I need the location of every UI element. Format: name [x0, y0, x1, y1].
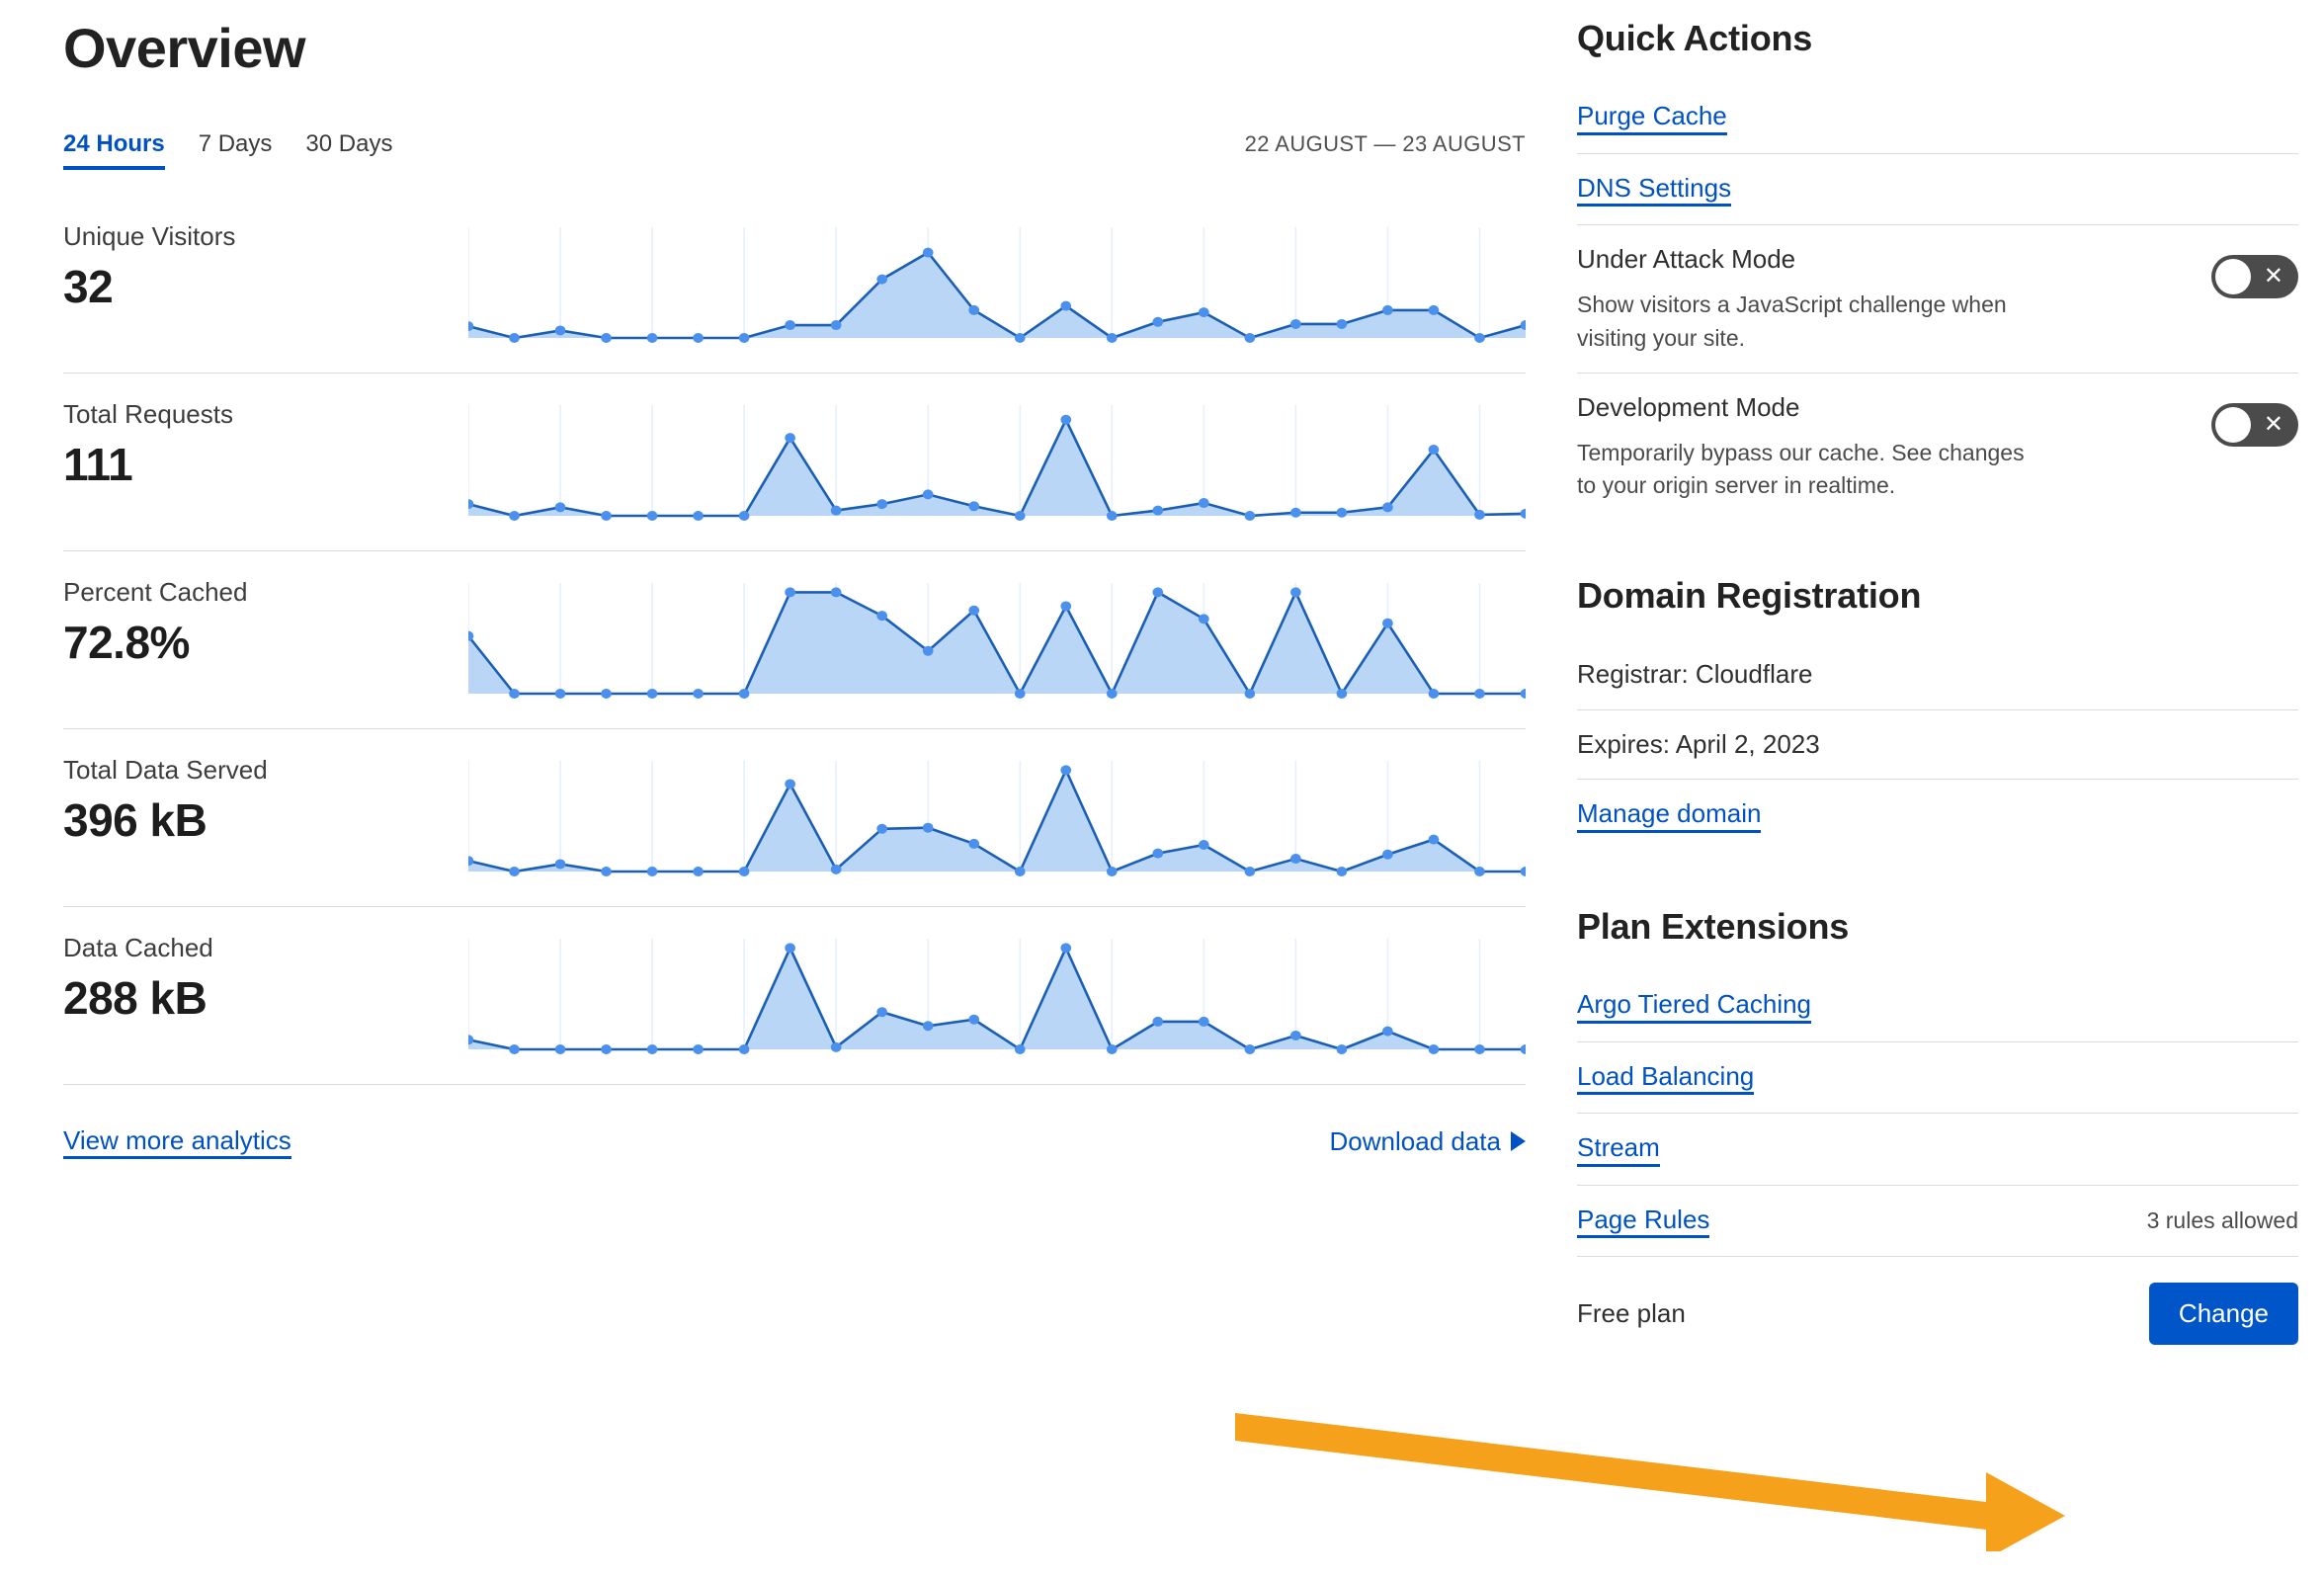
load-balancing-link[interactable]: Load Balancing	[1577, 1060, 1755, 1096]
current-plan-label: Free plan	[1577, 1297, 1686, 1328]
quick-action-dns-settings[interactable]: DNS Settings	[1577, 154, 2298, 226]
manage-domain-link[interactable]: Manage domain	[1577, 797, 1762, 833]
sidebar-panel: Quick Actions Purge Cache DNS Settings U…	[1551, 0, 2324, 1579]
analytics-panel: Overview 24 Hours 7 Days 30 Days 22 AUGU…	[63, 17, 1551, 1160]
plan-extension-load-balancing[interactable]: Load Balancing	[1577, 1042, 2298, 1115]
tab-30-days[interactable]: 30 Days	[305, 129, 393, 157]
page-rules-allowance: 3 rules allowed	[2146, 1206, 2298, 1233]
development-mode-description: Temporarily bypass our cache. See change…	[1577, 439, 2025, 499]
plan-footer: Free plan Change	[1577, 1257, 2298, 1346]
under-attack-mode-text: Under Attack Mode Show visitors a JavaSc…	[1577, 243, 2192, 354]
metrics-list: Unique Visitors 32 Total Requests 111 Pe…	[63, 196, 1551, 1085]
page-title: Overview	[63, 17, 306, 79]
metric-row-data-cached: Data Cached 288 kB	[63, 907, 1526, 1085]
argo-tiered-caching-link[interactable]: Argo Tiered Caching	[1577, 988, 1812, 1024]
toggle-knob	[2215, 259, 2251, 295]
quick-action-purge-cache[interactable]: Purge Cache	[1577, 82, 2298, 154]
tab-24-hours[interactable]: 24 Hours	[63, 130, 165, 170]
metric-value: 32	[63, 260, 114, 312]
development-mode-label: Development Mode	[1577, 391, 1800, 422]
plan-extension-stream[interactable]: Stream	[1577, 1114, 2298, 1186]
registrar-row: Registrar: Cloudflare	[1577, 640, 2298, 710]
manage-domain-row[interactable]: Manage domain	[1577, 780, 2298, 851]
expires-value: Expires: April 2, 2023	[1577, 728, 1820, 759]
toggle-knob	[2215, 406, 2251, 443]
sparkline-total-requests	[468, 395, 1526, 529]
metric-row-total-requests: Total Requests 111	[63, 374, 1526, 551]
metric-value: 111	[63, 438, 133, 490]
metric-value: 396 kB	[63, 793, 208, 846]
quick-actions-list: Purge Cache DNS Settings Under Attack Mo…	[1577, 82, 2298, 520]
metric-value: 72.8%	[63, 616, 190, 668]
metric-row-unique-visitors: Unique Visitors 32	[63, 196, 1526, 374]
x-icon: ✕	[2263, 410, 2283, 438]
tab-7-days[interactable]: 7 Days	[198, 129, 273, 157]
quick-actions-title: Quick Actions	[1577, 18, 1813, 58]
metric-label-box: Data Cached 288 kB	[63, 929, 468, 1024]
registrar-value: Registrar: Cloudflare	[1577, 658, 1813, 689]
metric-label-box: Total Data Served 396 kB	[63, 751, 468, 846]
purge-cache-link[interactable]: Purge Cache	[1577, 100, 1727, 135]
sparkline-total-data-served	[468, 751, 1526, 884]
development-mode-text: Development Mode Temporarily bypass our …	[1577, 391, 2192, 502]
plan-extension-page-rules[interactable]: Page Rules 3 rules allowed	[1577, 1186, 2298, 1258]
dns-settings-link[interactable]: DNS Settings	[1577, 172, 1732, 208]
plan-extensions-title: Plan Extensions	[1577, 905, 1850, 947]
sparkline-unique-visitors	[468, 217, 1526, 351]
expires-row: Expires: April 2, 2023	[1577, 710, 2298, 781]
download-data-label: Download data	[1329, 1125, 1501, 1156]
plan-extension-argo-tiered-caching[interactable]: Argo Tiered Caching	[1577, 970, 2298, 1042]
date-range-label: 22 AUGUST — 23 AUGUST	[1244, 130, 1526, 156]
metric-row-total-data-served: Total Data Served 396 kB	[63, 729, 1526, 907]
play-triangle-icon	[1511, 1131, 1526, 1152]
metric-label: Unique Visitors	[63, 220, 236, 251]
time-range-tabs: 24 Hours 7 Days 30 Days	[63, 130, 392, 170]
metric-value: 288 kB	[63, 971, 208, 1024]
x-icon: ✕	[2263, 263, 2283, 291]
plan-extensions-list: Argo Tiered Caching Load Balancing Strea…	[1577, 970, 2298, 1258]
sparkline-data-cached	[468, 929, 1526, 1062]
tabs-row: 24 Hours 7 Days 30 Days 22 AUGUST — 23 A…	[63, 130, 1551, 170]
domain-registration-list: Registrar: Cloudflare Expires: April 2, …	[1577, 640, 2298, 851]
change-button[interactable]: Change	[2148, 1283, 2298, 1346]
stream-link[interactable]: Stream	[1577, 1131, 1660, 1167]
metric-label-box: Percent Cached 72.8%	[63, 573, 468, 668]
quick-action-development-mode: Development Mode Temporarily bypass our …	[1577, 374, 2298, 520]
under-attack-mode-label: Under Attack Mode	[1577, 244, 1796, 275]
view-more-analytics-link[interactable]: View more analytics	[63, 1124, 291, 1160]
page-rules-link[interactable]: Page Rules	[1577, 1204, 1710, 1239]
quick-action-under-attack-mode: Under Attack Mode Show visitors a JavaSc…	[1577, 225, 2298, 374]
metric-label: Data Cached	[63, 932, 213, 962]
under-attack-mode-toggle[interactable]: ✕	[2211, 255, 2298, 299]
metric-row-percent-cached: Percent Cached 72.8%	[63, 551, 1526, 729]
sparkline-percent-cached	[468, 573, 1526, 706]
under-attack-mode-description: Show visitors a JavaScript challenge whe…	[1577, 291, 2007, 351]
analytics-footer-links: View more analytics Download data	[63, 1124, 1551, 1160]
development-mode-toggle[interactable]: ✕	[2211, 402, 2298, 447]
metric-label: Percent Cached	[63, 576, 248, 607]
domain-registration-title: Domain Registration	[1577, 575, 1922, 617]
download-data-link[interactable]: Download data	[1330, 1126, 1526, 1157]
metric-label: Total Data Served	[63, 754, 268, 785]
metric-label-box: Total Requests 111	[63, 395, 468, 490]
metric-label-box: Unique Visitors 32	[63, 217, 468, 312]
metric-label: Total Requests	[63, 398, 233, 429]
